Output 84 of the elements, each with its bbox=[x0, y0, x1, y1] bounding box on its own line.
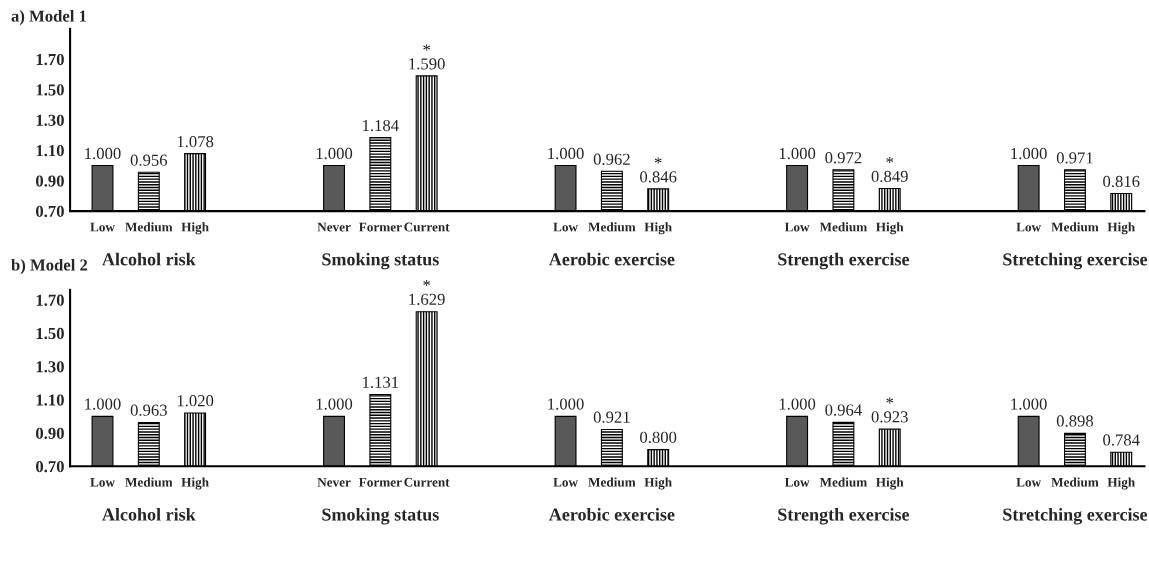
text: Aerobic exercise bbox=[548, 252, 675, 266]
data-label: 1.000 bbox=[1011, 398, 1047, 410]
text: Stretching exercise bbox=[1003, 507, 1148, 525]
y-tick-label: 0.70 bbox=[36, 205, 64, 218]
data-label: * 1.590 bbox=[409, 44, 445, 70]
text: Stretching exercise bbox=[1003, 252, 1148, 270]
x-tick-label: Current bbox=[404, 477, 450, 487]
y-tick-label: 1.10 bbox=[36, 394, 64, 406]
data-label: 1.000 bbox=[779, 147, 816, 160]
data-label: 0.962 bbox=[593, 153, 630, 165]
data-label: 1.000 bbox=[316, 147, 353, 160]
text: Alcohol risk bbox=[102, 252, 196, 266]
x-tick-label: Former bbox=[358, 477, 402, 487]
data-label: 1.020 bbox=[177, 395, 214, 407]
text: Smoking status bbox=[322, 252, 439, 270]
x-tick-label: Medium bbox=[819, 222, 868, 232]
data-label: * 0.846 bbox=[640, 157, 677, 183]
data-label: 0.956 bbox=[130, 154, 168, 166]
x-tick-label: High bbox=[644, 477, 672, 490]
y-tick-label: 0.90 bbox=[36, 175, 64, 187]
x-tick-label: Low bbox=[553, 477, 578, 487]
x-tick-label: Former bbox=[358, 222, 402, 232]
text: Strength exercise bbox=[778, 252, 910, 270]
data-label: 0.964 bbox=[825, 404, 862, 416]
x-tick-label: Low bbox=[1016, 222, 1042, 232]
x-tick-label: Low bbox=[784, 222, 810, 232]
data-label: * 1.629 bbox=[409, 279, 445, 306]
x-tick-label: High bbox=[876, 222, 904, 235]
data-label: 1.131 bbox=[363, 376, 399, 388]
x-tick-label: High bbox=[181, 477, 209, 490]
data-label: 0.921 bbox=[593, 411, 630, 423]
x-tick-label: Medium bbox=[819, 477, 868, 487]
data-label: 0.816 bbox=[1103, 175, 1140, 188]
x-tick-label: Never bbox=[317, 477, 351, 487]
x-tick-label: High bbox=[1107, 222, 1135, 235]
chart-title: a) Model 1 bbox=[11, 10, 87, 26]
x-tick-label: Current bbox=[404, 222, 450, 232]
x-tick-label: High bbox=[876, 477, 904, 490]
data-label: 0.972 bbox=[825, 152, 862, 164]
data-label: 1.000 bbox=[1011, 147, 1047, 160]
x-tick-label: High bbox=[181, 222, 209, 235]
data-label: 1.000 bbox=[779, 398, 816, 410]
y-tick-label: 1.50 bbox=[36, 84, 64, 96]
data-label: 0.784 bbox=[1103, 434, 1140, 446]
data-label: 1.000 bbox=[85, 398, 121, 410]
data-label: 1.000 bbox=[316, 398, 353, 410]
x-tick-label: Low bbox=[90, 222, 115, 232]
x-tick-label: Medium bbox=[1051, 477, 1099, 487]
x-tick-label: Medium bbox=[588, 477, 636, 487]
x-tick-label: Never bbox=[317, 222, 351, 232]
data-label: 0.898 bbox=[1056, 415, 1094, 427]
x-tick-label: Low bbox=[553, 222, 578, 232]
data-label: 1.000 bbox=[85, 147, 121, 160]
y-tick-label: 0.70 bbox=[36, 460, 64, 473]
x-tick-label: Medium bbox=[125, 222, 173, 232]
y-tick-label: 1.70 bbox=[36, 294, 64, 306]
y-tick-label: 0.90 bbox=[36, 427, 64, 440]
y-tick-label: 1.30 bbox=[36, 361, 64, 373]
x-tick-label: Low bbox=[90, 477, 115, 487]
y-tick-label: 1.50 bbox=[36, 327, 64, 340]
y-tick-label: 1.30 bbox=[36, 114, 64, 126]
text: Alcohol risk bbox=[102, 507, 196, 521]
x-tick-label: Low bbox=[784, 477, 810, 487]
data-label: 1.000 bbox=[548, 398, 584, 410]
data-label: 1.184 bbox=[363, 119, 399, 132]
text: Aerobic exercise bbox=[548, 507, 675, 521]
text: Smoking status bbox=[322, 507, 439, 525]
x-tick-label: Low bbox=[1016, 477, 1042, 487]
data-label: 0.963 bbox=[130, 404, 167, 416]
y-tick-label: 1.10 bbox=[36, 145, 64, 157]
data-label: 0.971 bbox=[1056, 152, 1093, 164]
x-tick-label: High bbox=[644, 222, 672, 235]
data-label: * 0.849 bbox=[871, 157, 908, 183]
x-tick-label: Medium bbox=[588, 222, 636, 232]
data-label: 0.800 bbox=[640, 431, 677, 443]
data-label: 1.078 bbox=[177, 136, 214, 148]
x-tick-label: Medium bbox=[125, 477, 173, 487]
x-tick-label: Medium bbox=[1051, 222, 1099, 232]
text: Strength exercise bbox=[778, 507, 910, 525]
chart-title: b) Model 2 bbox=[11, 258, 88, 275]
x-tick-label: High bbox=[1107, 477, 1135, 490]
y-tick-label: 1.70 bbox=[36, 53, 64, 66]
data-label: 1.000 bbox=[548, 147, 584, 160]
data-label: * 0.923 bbox=[871, 397, 908, 423]
